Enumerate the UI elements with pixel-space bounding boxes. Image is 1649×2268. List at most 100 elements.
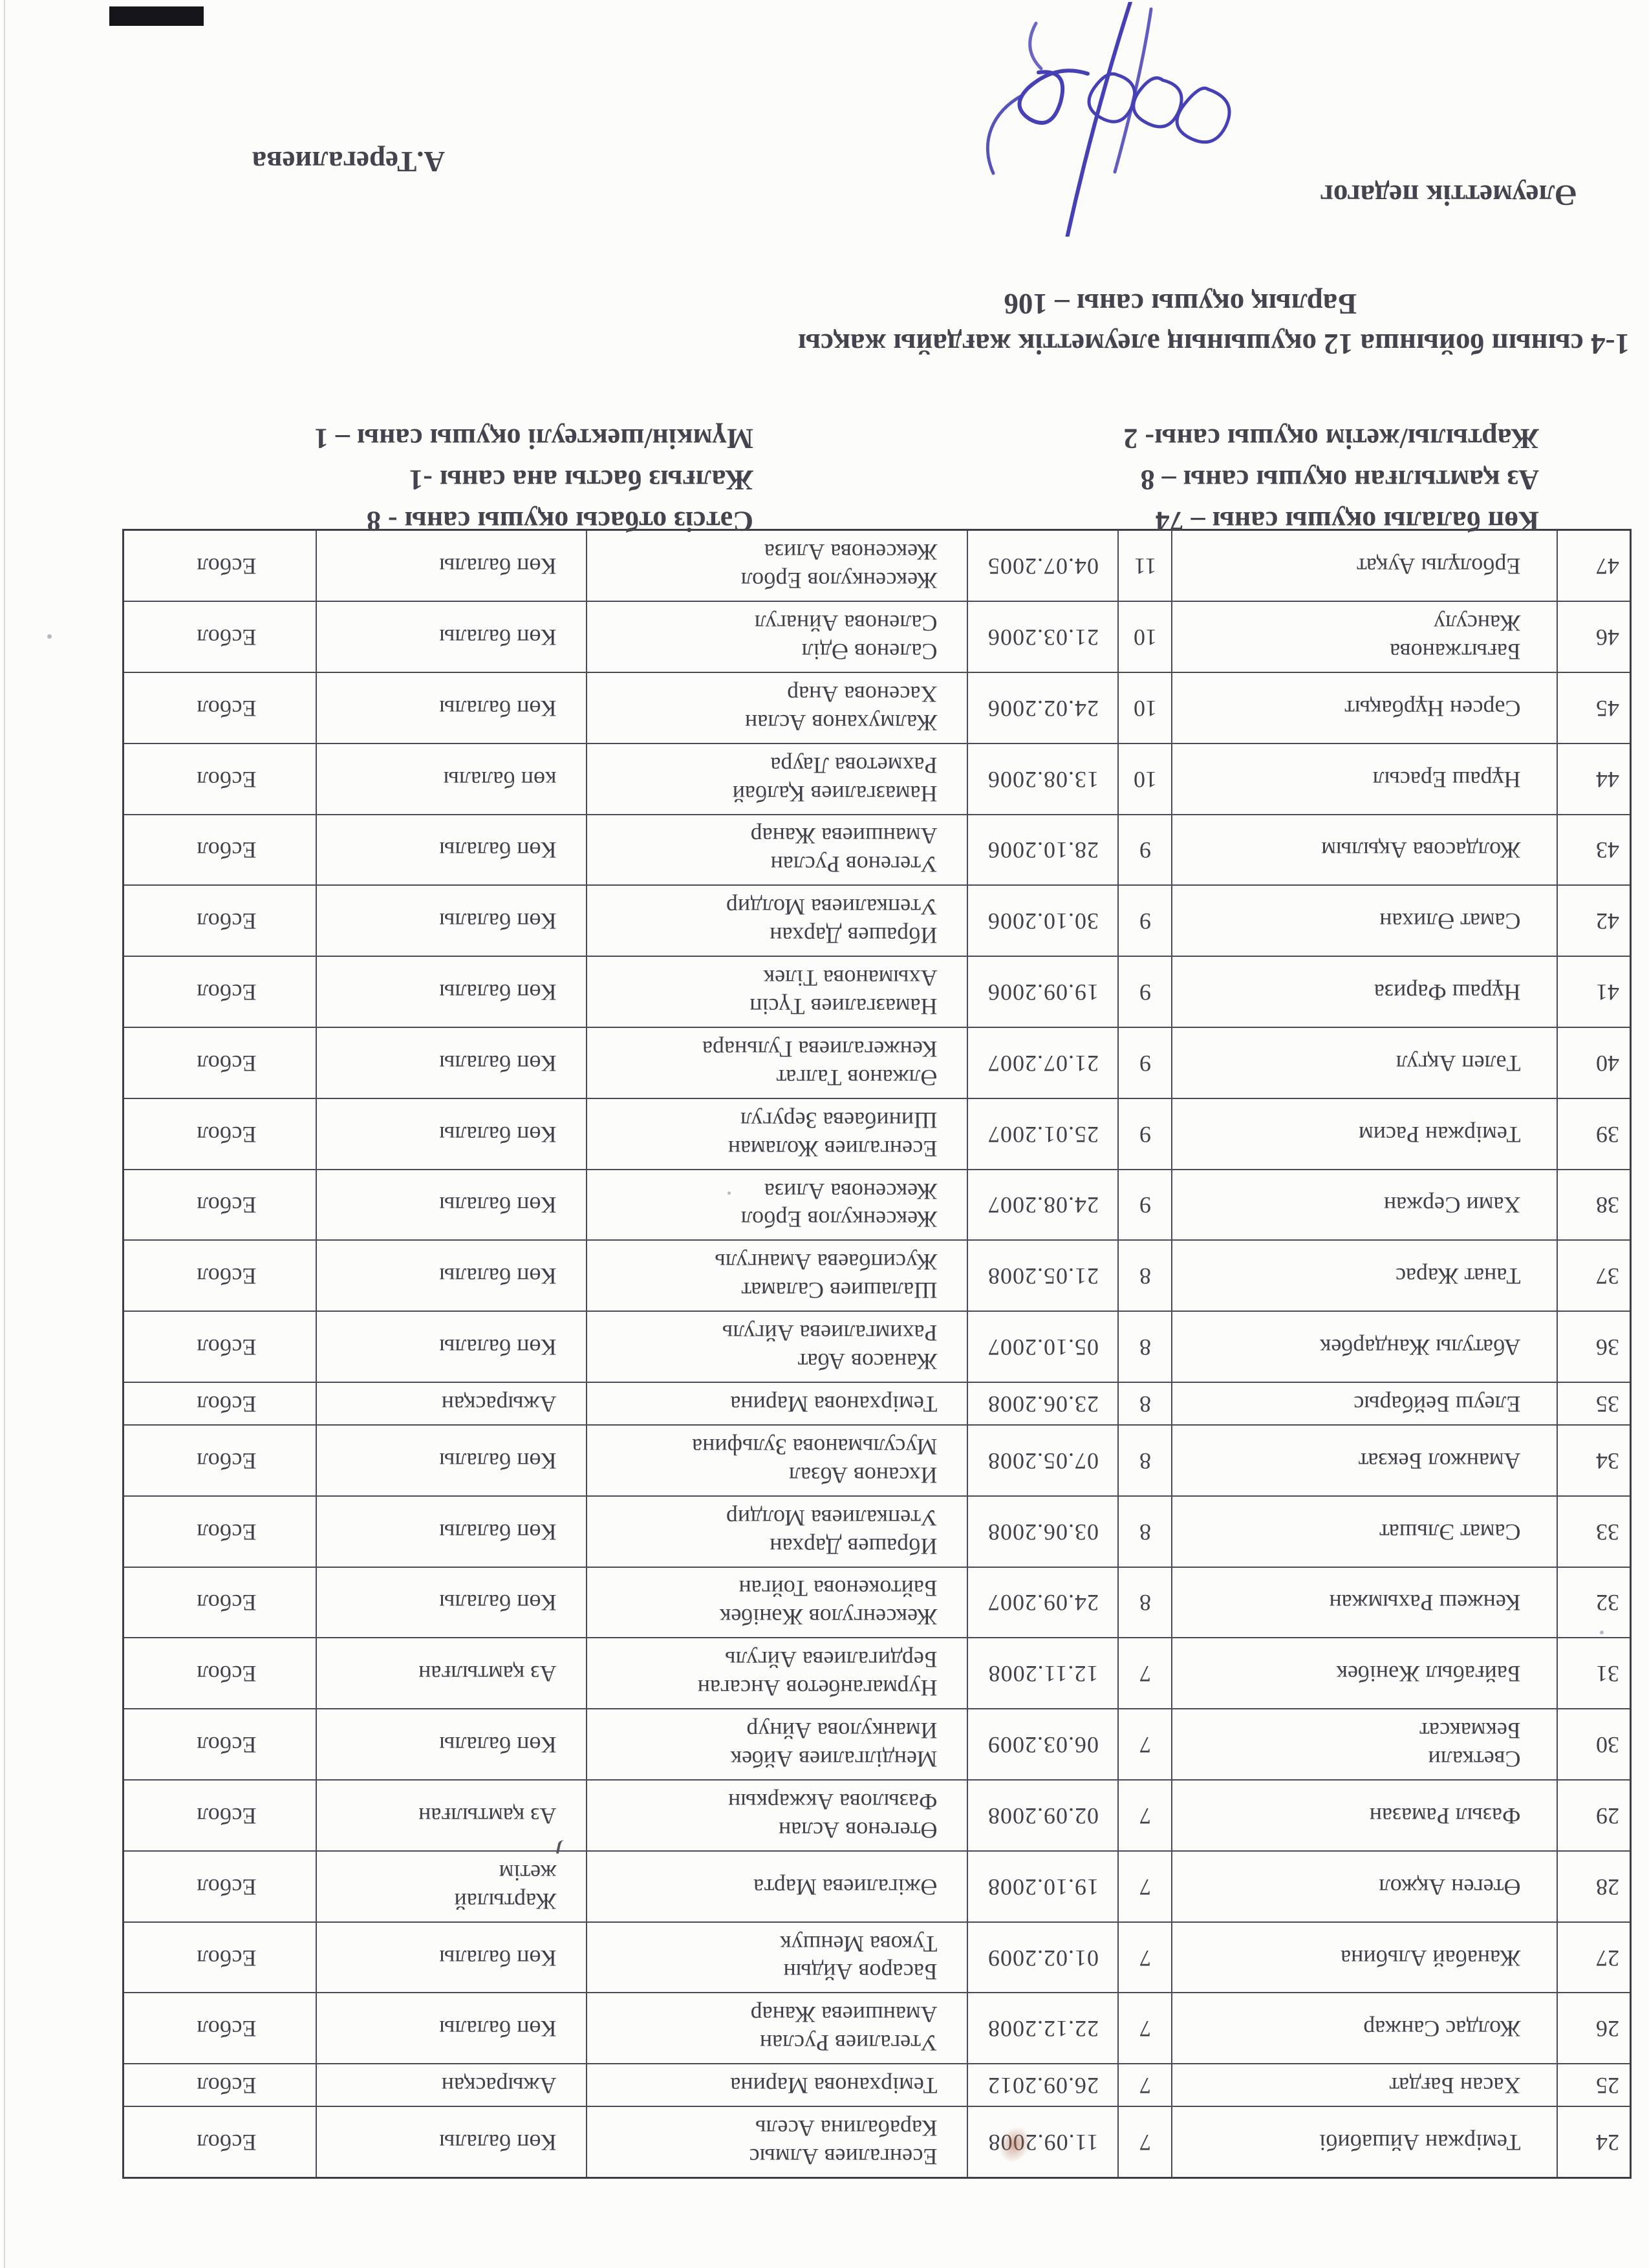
village-cell: Есбол — [123, 743, 317, 815]
parents-cell: Жалмуханов Аслан Хасенова Анар — [587, 672, 968, 744]
category-cell: Көп балалы — [316, 885, 587, 957]
student-age-cell: 7 — [1118, 1993, 1172, 2064]
birth-date-cell: 30.10.2006 — [967, 885, 1119, 957]
student-name-cell: Танат Жарас — [1172, 1240, 1558, 1312]
student-name-cell: Жолдас Санжар — [1172, 1993, 1558, 2064]
student-age-cell: 7 — [1118, 1921, 1172, 1993]
student-age-cell: 8 — [1118, 1382, 1172, 1425]
parents-cell: Темірханова Марина — [587, 1382, 968, 1425]
table-row: 29 Фазыл Рамазан 7 02.09.2008 Өтегенов Аслан… — [123, 1780, 1631, 1851]
row-number-cell: 47 — [1557, 530, 1631, 602]
student-age-cell: 7 — [1118, 1638, 1172, 1709]
village-cell: Есбол — [123, 672, 317, 744]
parents-cell: Жексенкулов Ербол Жексенова Ализа — [587, 1169, 968, 1241]
parents-cell: Есенгалиев Жоламан Шинибаева Зеругул — [587, 1098, 968, 1170]
birth-date-cell: 24.08.2007 — [967, 1169, 1119, 1241]
village-cell: Есбол — [123, 1240, 317, 1312]
table-row: 39 Теміржан Расим 9 25.01.2007 Есенгалиев Жо… — [123, 1098, 1631, 1170]
table-row: 32 Кенжеш Рахымжан 8 24.09.2007 Жексенгулов … — [123, 1567, 1631, 1638]
category-cell: Көп балалы — [316, 601, 587, 672]
student-name-cell: Самат Эльшат — [1172, 1495, 1558, 1567]
parents-cell: Басаров Айдын Тукова Меншук — [587, 1921, 968, 1993]
student-age-cell: 8 — [1118, 1311, 1172, 1383]
table-row: 28 Өтеген Ақжол 7 19.10.2008 Әжігалиева Март… — [123, 1850, 1631, 1922]
table-row: 37 Танат Жарас 8 21.05.2008 Шалашиев Саламат… — [123, 1240, 1631, 1312]
student-name-cell: Жолдасова Ақылым — [1172, 814, 1558, 886]
village-cell: Есбол — [123, 1921, 317, 1993]
student-age-cell: 10 — [1118, 601, 1172, 672]
table-row: 36 Абатулы Жандарбек 8 05.10.2007 Жанасов Аб… — [123, 1311, 1631, 1383]
birth-date-cell: 13.08.2006 — [967, 743, 1119, 815]
category-cell: Көп балалы — [316, 1495, 587, 1567]
village-cell: Есбол — [123, 1850, 317, 1922]
students-table: 24 Теміржан Айшабибі 7 11.09.2008 Есенгалиев… — [122, 529, 1632, 2179]
birth-date-cell: 22.12.2008 — [967, 1993, 1119, 2064]
signoff-name: А.Терегалиева — [252, 145, 445, 178]
parents-cell: Темірханова Марина — [587, 2064, 968, 2107]
birth-date-cell: 03.06.2008 — [967, 1495, 1119, 1567]
table-row: 24 Теміржан Айшабибі 7 11.09.2008 Есенгалиев… — [123, 2106, 1631, 2178]
row-number-cell: 35 — [1557, 1382, 1631, 1425]
student-age-cell: 10 — [1118, 672, 1172, 744]
student-age-cell: 7 — [1118, 2106, 1172, 2178]
village-cell: Есбол — [123, 1424, 317, 1496]
scan-speck — [47, 634, 52, 639]
student-name-cell: Өтеген Ақжол — [1172, 1850, 1558, 1922]
student-name-cell: Нұраш Ерасыл — [1172, 743, 1558, 815]
birth-date-cell: 28.10.2006 — [967, 814, 1119, 886]
table-row: 38 Хами Сержан 9 24.08.2007 Жексенкулов Ербо… — [123, 1169, 1631, 1241]
category-cell: көп балалы — [316, 743, 587, 815]
student-age-cell: 9 — [1118, 885, 1172, 957]
row-number-cell: 45 — [1557, 672, 1631, 744]
table-row: 41 Нұраш Фариза 9 19.09.2006 Намазгалиев Түс… — [123, 956, 1631, 1027]
student-age-cell: 11 — [1118, 530, 1172, 602]
student-name-cell: Елеуш Бейбарыс — [1172, 1382, 1558, 1425]
parents-cell: Есенгалиев Алмыс Карабалина Асель — [587, 2106, 968, 2178]
row-number-cell: 46 — [1557, 601, 1631, 672]
table-row: 33 Самат Эльшат 8 03.06.2008 Ибрашев Дархан У… — [123, 1495, 1631, 1567]
village-cell: Есбол — [123, 530, 317, 602]
category-cell: Көп балалы — [316, 1311, 587, 1383]
student-name-cell: Светкали Бекмаксат — [1172, 1709, 1558, 1781]
category-cell: Көп балалы — [316, 956, 587, 1027]
parents-cell: Утегенов Руслан Аманшиева Жанар — [587, 814, 968, 886]
table-row: 40 Тәлеп Ақгул 9 21.07.2007 Әлжанов Талгат Ке… — [123, 1027, 1631, 1098]
village-cell: Есбол — [123, 1169, 317, 1241]
student-age-cell: 10 — [1118, 743, 1172, 815]
village-cell: Есбол — [123, 1993, 317, 2064]
student-age-cell: 8 — [1118, 1495, 1172, 1567]
category-cell: Көп балалы — [316, 1709, 587, 1781]
parents-cell: Нурмаганбетов Ансаган Бердигалиева Айгуль — [587, 1638, 968, 1709]
student-name-cell: Аманжол Бекзат — [1172, 1424, 1558, 1496]
category-cell: Аз қамтылған — [316, 1638, 587, 1709]
student-name-cell: Жанабай Альбина — [1172, 1921, 1558, 1993]
parents-cell: Жексенгулов Жәнібек Байтокенова Тойган — [587, 1567, 968, 1638]
village-cell: Есбол — [123, 1567, 317, 1638]
parents-cell: Менділгалиев Айбек Иманкулова Айнур — [587, 1709, 968, 1781]
birth-date-cell: 07.05.2008 — [967, 1424, 1119, 1496]
student-name-cell: Байғабыл Жәнібек — [1172, 1638, 1558, 1709]
student-name-cell: Теміржан Айшабибі — [1172, 2106, 1558, 2178]
village-cell: Есбол — [123, 2106, 317, 2178]
signature-ink-icon — [986, 0, 1231, 258]
village-cell: Есбол — [123, 885, 317, 957]
stat-half-orphan: Жартылы/жетім оқушы саны- 2 — [1123, 423, 1539, 455]
row-number-cell: 30 — [1557, 1709, 1631, 1781]
table-row: 45 Сәрсен Нұрбақыт 10 24.02.2006 Жалмуханов … — [123, 672, 1631, 744]
student-name-cell: Сәрсен Нұрбақыт — [1172, 672, 1558, 744]
row-number-cell: 44 — [1557, 743, 1631, 815]
row-number-cell: 43 — [1557, 814, 1631, 886]
parents-cell: Ихсанов Абзал Мусульманова Зульфина — [587, 1424, 968, 1496]
table-row: 35 Елеуш Бейбарыс 8 23.06.2008 Темірханова М… — [123, 1382, 1631, 1425]
student-name-cell: Абатулы Жандарбек — [1172, 1311, 1558, 1383]
table-row: 27 Жанабай Альбина 7 01.02.2009 Басаров Айды… — [123, 1921, 1631, 1993]
student-age-cell: 7 — [1118, 1709, 1172, 1781]
birth-date-cell: 02.09.2008 — [967, 1780, 1119, 1851]
category-cell: Көп балалы — [316, 1169, 587, 1241]
table-row: 43 Жолдасова Ақылым 9 28.10.2006 Утегенов Ру… — [123, 814, 1631, 886]
student-name-cell: Ерболұлы Ауқат — [1172, 530, 1558, 602]
student-age-cell: 9 — [1118, 1027, 1172, 1098]
village-cell: Есбол — [123, 1382, 317, 1425]
village-cell: Есбол — [123, 601, 317, 672]
